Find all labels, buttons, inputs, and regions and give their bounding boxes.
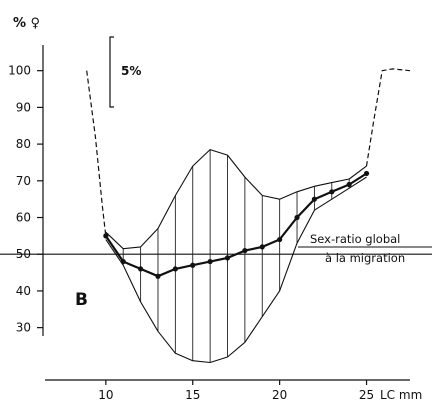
y-tick-label: 70 xyxy=(16,174,31,188)
mean-data-point xyxy=(224,255,231,261)
mean-data-point xyxy=(346,181,352,188)
scale-bar-label: 5% xyxy=(121,64,141,78)
x-axis-unit-label: LC mm xyxy=(380,388,422,400)
mean-data-point xyxy=(172,266,178,272)
reference-line-group: Sex-ratio global à la migration xyxy=(0,232,432,265)
series-line-lower-limit xyxy=(105,176,367,364)
scale-bar: 5% xyxy=(109,36,141,108)
mean-data-point xyxy=(242,247,248,254)
series-line-late-dashed xyxy=(365,68,411,167)
y-tick-label: 40 xyxy=(16,284,31,298)
mean-data-point xyxy=(207,258,213,265)
x-tick-label: 20 xyxy=(272,388,287,400)
mean-data-point xyxy=(190,262,196,268)
mean-data-point xyxy=(103,233,109,239)
mean-data-point xyxy=(120,258,126,265)
mean-data-point xyxy=(259,244,265,250)
y-tick-label: 30 xyxy=(16,321,31,335)
mean-data-point xyxy=(155,273,161,279)
mean-data-point xyxy=(311,196,318,202)
data-point-group xyxy=(103,170,370,279)
series-line-upper-limit xyxy=(105,149,367,250)
error-bar-group xyxy=(122,149,350,363)
x-axis: 10 15 20 25 xyxy=(45,379,410,400)
y-axis-title: % ♀ xyxy=(13,16,40,31)
y-tick-label: 80 xyxy=(16,137,31,151)
y-tick-label: 100 xyxy=(8,64,31,78)
panel-label: B xyxy=(75,290,88,310)
y-tick-label: 60 xyxy=(16,211,31,225)
reference-line-label-1: Sex-ratio global xyxy=(310,232,400,246)
y-tick-label: 90 xyxy=(16,100,31,114)
x-tick-label: 25 xyxy=(359,388,374,400)
mean-data-point xyxy=(294,214,300,221)
series-line-early-dashed xyxy=(86,70,107,236)
mean-data-point xyxy=(329,189,335,195)
series-group xyxy=(86,68,411,364)
mean-data-point xyxy=(277,236,283,243)
series-line-mean xyxy=(104,172,368,278)
x-tick-label: 15 xyxy=(185,388,200,400)
scale-bar-bracket xyxy=(109,36,114,108)
mean-data-point xyxy=(363,170,370,177)
reference-line-label-2: à la migration xyxy=(325,251,405,265)
mean-data-point xyxy=(137,266,144,272)
x-tick-label: 10 xyxy=(98,388,113,400)
x-tick-group: 10 15 20 25 xyxy=(98,380,374,400)
